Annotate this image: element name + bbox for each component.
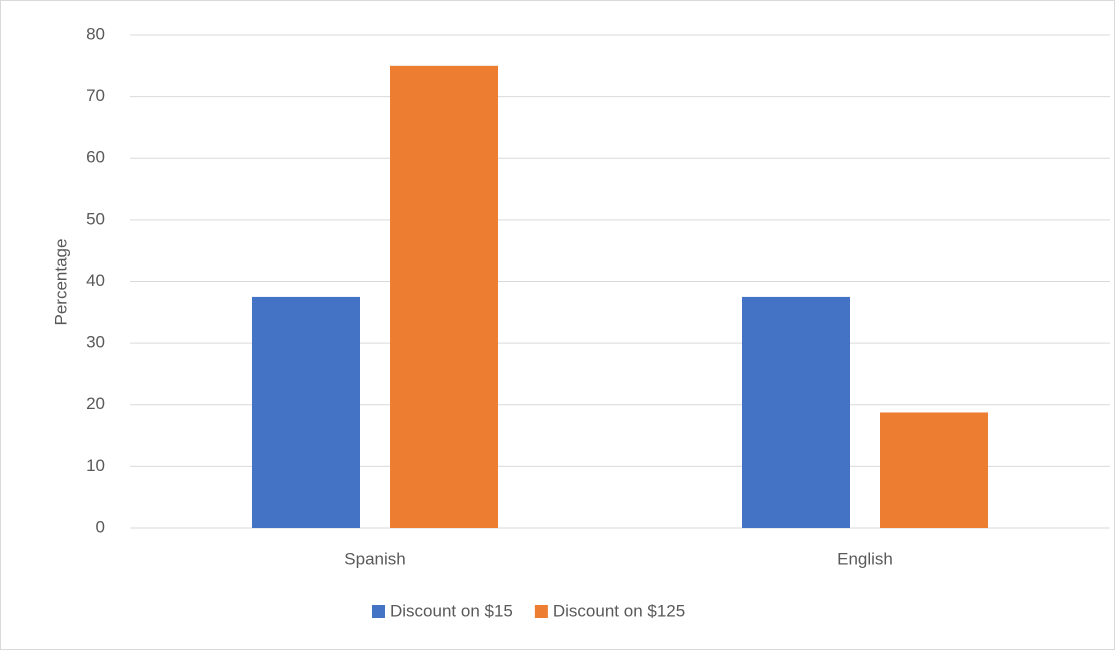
- bar: [880, 412, 988, 528]
- legend-swatch: [534, 605, 548, 618]
- legend-label: Discount on $125: [553, 601, 685, 620]
- bar: [252, 296, 360, 528]
- y-tick-label: 50: [86, 209, 105, 228]
- y-tick-label: 40: [86, 271, 105, 290]
- y-tick-label: 30: [86, 333, 105, 352]
- x-tick-label: Spanish: [344, 549, 405, 568]
- y-axis-label: Percentage: [51, 239, 70, 326]
- y-tick-label: 60: [86, 148, 105, 167]
- bar: [390, 65, 498, 528]
- y-tick-label: 20: [86, 394, 105, 413]
- y-tick-label: 70: [86, 86, 105, 105]
- legend-label: Discount on $15: [390, 601, 513, 620]
- bar: [742, 296, 850, 528]
- y-tick-label: 10: [86, 456, 105, 475]
- legend-swatch: [372, 605, 385, 618]
- y-tick-label: 80: [86, 24, 105, 43]
- y-tick-label: 0: [96, 517, 105, 536]
- x-tick-label: English: [837, 549, 893, 568]
